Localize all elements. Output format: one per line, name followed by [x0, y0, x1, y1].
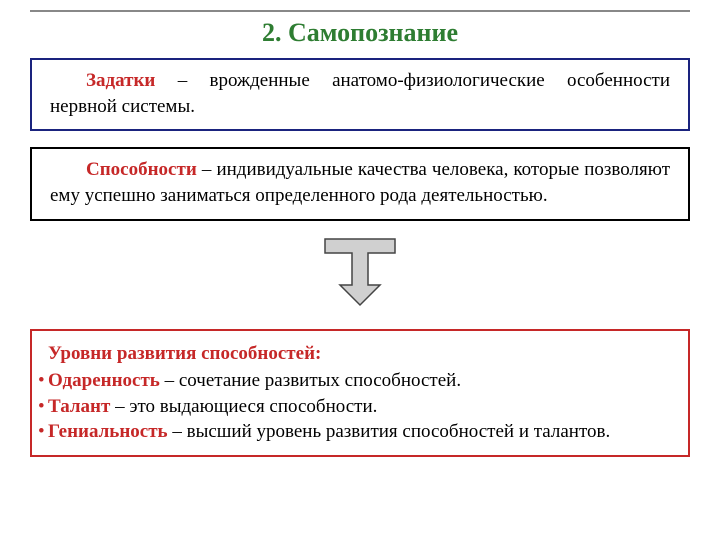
bullet-text: Гениальность – высший уровень развития с…	[48, 419, 674, 445]
bullet-rest: – сочетание развитых способностей.	[160, 370, 461, 391]
levels-title: Уровни развития способностей:	[48, 341, 674, 367]
slide-page: 2. Самопознание Задатки – врожденные ана…	[0, 0, 720, 540]
bullet-rest: – высший уровень развития способностей и…	[168, 421, 611, 442]
bullet-term: Талант	[48, 396, 110, 417]
bullet-term: Гениальность	[48, 421, 168, 442]
definition-box-sposobnosti: Способности – индивидуальные качества че…	[30, 147, 690, 220]
top-rule	[30, 10, 690, 12]
arrow-down-container	[30, 237, 690, 307]
bullet-term: Одаренность	[48, 370, 160, 391]
definition-box-zadatki: Задатки – врожденные анатомо-физиологиче…	[30, 58, 690, 131]
arrow-down-icon	[310, 237, 410, 307]
bullet-text: Талант – это выдающиеся способности.	[48, 394, 674, 420]
page-title: 2. Самопознание	[30, 18, 690, 48]
list-item: • Гениальность – высший уровень развития…	[38, 419, 674, 445]
list-item: • Одаренность – сочетание развитых спосо…	[38, 368, 674, 394]
bullet-icon: •	[38, 394, 48, 420]
bullet-rest: – это выдающиеся способности.	[110, 396, 377, 417]
bullet-icon: •	[38, 368, 48, 394]
list-item: • Талант – это выдающиеся способности.	[38, 394, 674, 420]
term-sposobnosti: Способности	[86, 159, 197, 180]
bullet-text: Одаренность – сочетание развитых способн…	[48, 368, 674, 394]
levels-box: Уровни развития способностей: • Одаренно…	[30, 329, 690, 458]
bullet-icon: •	[38, 419, 48, 445]
term-zadatki: Задатки	[86, 70, 155, 91]
